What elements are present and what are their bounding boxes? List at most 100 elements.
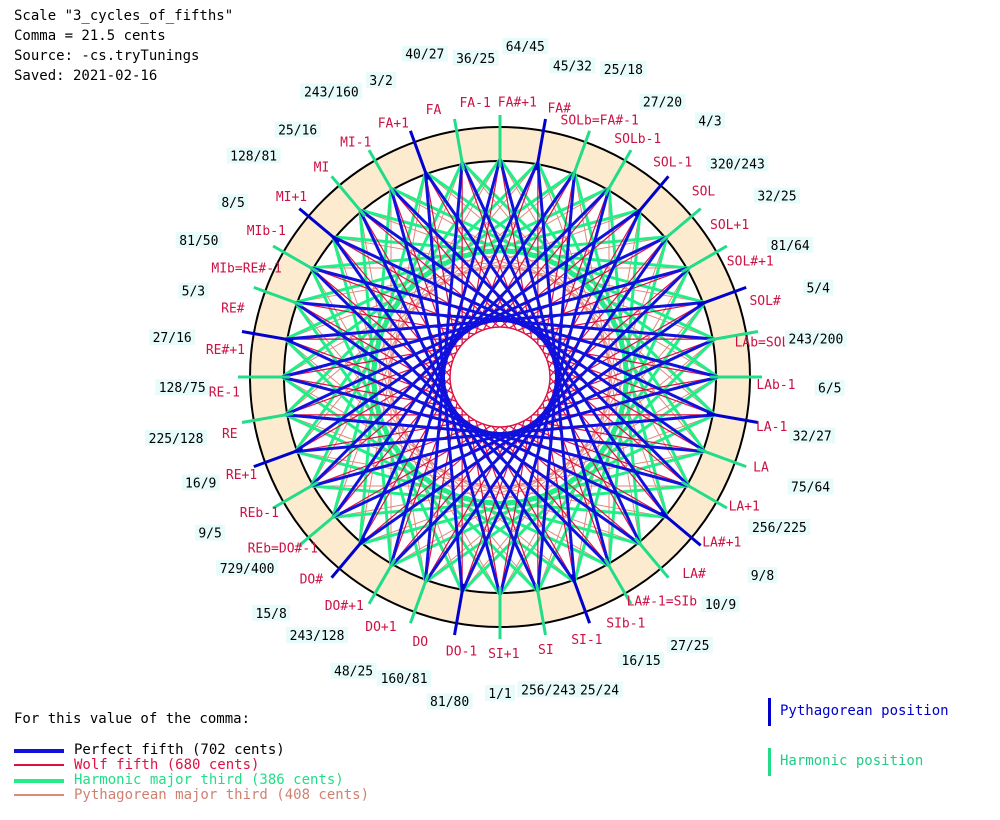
harmonic-third-line	[311, 484, 668, 519]
harmonic-third-line	[607, 209, 642, 566]
interval-lines	[281, 158, 719, 596]
ratio-label-bg	[694, 112, 725, 129]
position-tick	[570, 130, 592, 181]
note-label: MI-1	[340, 136, 371, 151]
perfect-fifth-swatch	[14, 749, 64, 753]
ratio-label: 5/4	[806, 282, 830, 297]
position-tick	[659, 510, 702, 547]
note-label: SOL#	[749, 294, 780, 309]
ratio-label-bg	[377, 670, 432, 687]
note-label: SOL#+1	[727, 255, 774, 270]
ratio-label: 45/32	[553, 59, 592, 74]
ratio-label: 81/50	[179, 234, 218, 249]
harmonic-third-line	[294, 450, 641, 546]
position-tick	[706, 411, 759, 424]
position-tick	[253, 285, 304, 307]
harmonic-third-line	[536, 267, 691, 593]
harmonic-third-line	[294, 208, 641, 304]
note-label: SI-1	[571, 633, 602, 648]
scale-name: Scale "3_cycles_of_fifths"	[14, 8, 234, 24]
harmonic-third-label: Harmonic major third (386 cents)	[74, 772, 344, 788]
ratio-label-bg	[748, 518, 811, 535]
legend-harmonic-third: Harmonic major third (386 cents)	[14, 772, 434, 788]
ratio-label: 243/128	[290, 629, 345, 644]
harmonic-position-bar	[768, 748, 771, 776]
harmonic-third-line	[536, 161, 691, 487]
ratio-label-bg	[216, 559, 279, 576]
note-label: SI	[538, 643, 554, 658]
ratio-label-bg	[218, 194, 249, 211]
ratio-label: 32/25	[757, 190, 796, 205]
ratio-label: 25/24	[580, 684, 619, 699]
harmonic-third-line	[331, 236, 427, 583]
harmonic-third-line	[332, 484, 689, 519]
ratio-label: 16/9	[185, 476, 216, 491]
position-tick	[367, 558, 397, 605]
note-label: REb=DO#-1	[248, 541, 318, 556]
ratio-label-bg	[618, 651, 665, 668]
harmonic-third-line	[358, 209, 393, 566]
pythagorean-third-swatch	[14, 794, 64, 796]
harmonic-third-line	[498, 301, 707, 596]
note-label: FA-1	[459, 96, 490, 111]
ratio-label-bg	[149, 329, 196, 346]
position-tick	[408, 573, 430, 624]
note-label: SOLb-1	[614, 132, 661, 147]
ratio-label: 81/64	[771, 239, 810, 254]
position-tick	[603, 558, 633, 605]
ratio-label: 15/8	[256, 607, 287, 622]
ratio-label: 16/15	[622, 654, 661, 669]
harmonic-third-line	[359, 208, 706, 304]
note-labels: DO-1 DO DO+1DO#+1DO# REb=DO#-1 REb-1 RE+1 RE RE…	[206, 96, 813, 662]
note-label: RE+1	[226, 468, 257, 483]
harmonic-third-line	[332, 235, 689, 270]
ratio-label-bg	[639, 93, 686, 110]
ratio-label: 32/27	[793, 430, 832, 445]
note-label: MIb=RE#-1	[211, 262, 281, 277]
note-label: SOL	[692, 185, 716, 200]
ratio-label-bg	[181, 474, 220, 491]
ratio-label-bg	[426, 693, 473, 710]
ratio-label: 225/128	[149, 432, 204, 447]
ratio-label-bg	[155, 379, 210, 396]
legend-perfect-fifth: Perfect fifth (702 cents)	[14, 742, 434, 758]
position-tick	[272, 244, 319, 274]
perfect-fifth-label: Perfect fifth (702 cents)	[74, 742, 285, 758]
harmonic-third-line	[461, 161, 716, 416]
position-tick	[241, 411, 294, 424]
harmonic-third-line	[311, 235, 668, 270]
note-label: FA#+1	[498, 96, 537, 111]
note-label: SOL+1	[710, 218, 749, 233]
note-label: RE#+1	[206, 343, 245, 358]
note-label: LA-1	[756, 420, 787, 435]
position-tick	[408, 130, 430, 181]
note-label: DO	[412, 635, 428, 650]
ratio-label: 36/25	[456, 52, 495, 67]
ratio-label-bg	[252, 604, 291, 621]
note-label: LA#+1	[702, 535, 741, 550]
ratio-label-bg	[767, 236, 814, 253]
ratio-label: 9/5	[198, 527, 221, 542]
harmonic-third-line	[331, 171, 427, 518]
ratio-label: 729/400	[220, 562, 275, 577]
position-tick	[330, 175, 367, 218]
wolf-fifth-label: Wolf fifth (680 cents)	[74, 757, 260, 773]
harmonic-third-line	[309, 267, 464, 593]
note-label: RE	[222, 427, 238, 442]
perfect-fifth-line	[536, 172, 577, 592]
ratio-label-bg	[300, 83, 363, 100]
ratio-label: 27/16	[153, 331, 192, 346]
harmonic-position-key: Harmonic position	[768, 748, 988, 776]
note-label: DO#+1	[325, 599, 364, 614]
position-tick	[298, 510, 341, 547]
harmonic-third-line	[309, 161, 464, 487]
ratio-label-bg	[784, 330, 847, 347]
note-label: LA#	[682, 567, 706, 582]
harmonic-third-line	[281, 170, 576, 379]
note-label: RE-1	[209, 385, 240, 400]
ratio-label: 6/5	[818, 382, 841, 397]
ratio-label: 48/25	[334, 665, 373, 680]
ratio-label-bg	[549, 57, 596, 74]
